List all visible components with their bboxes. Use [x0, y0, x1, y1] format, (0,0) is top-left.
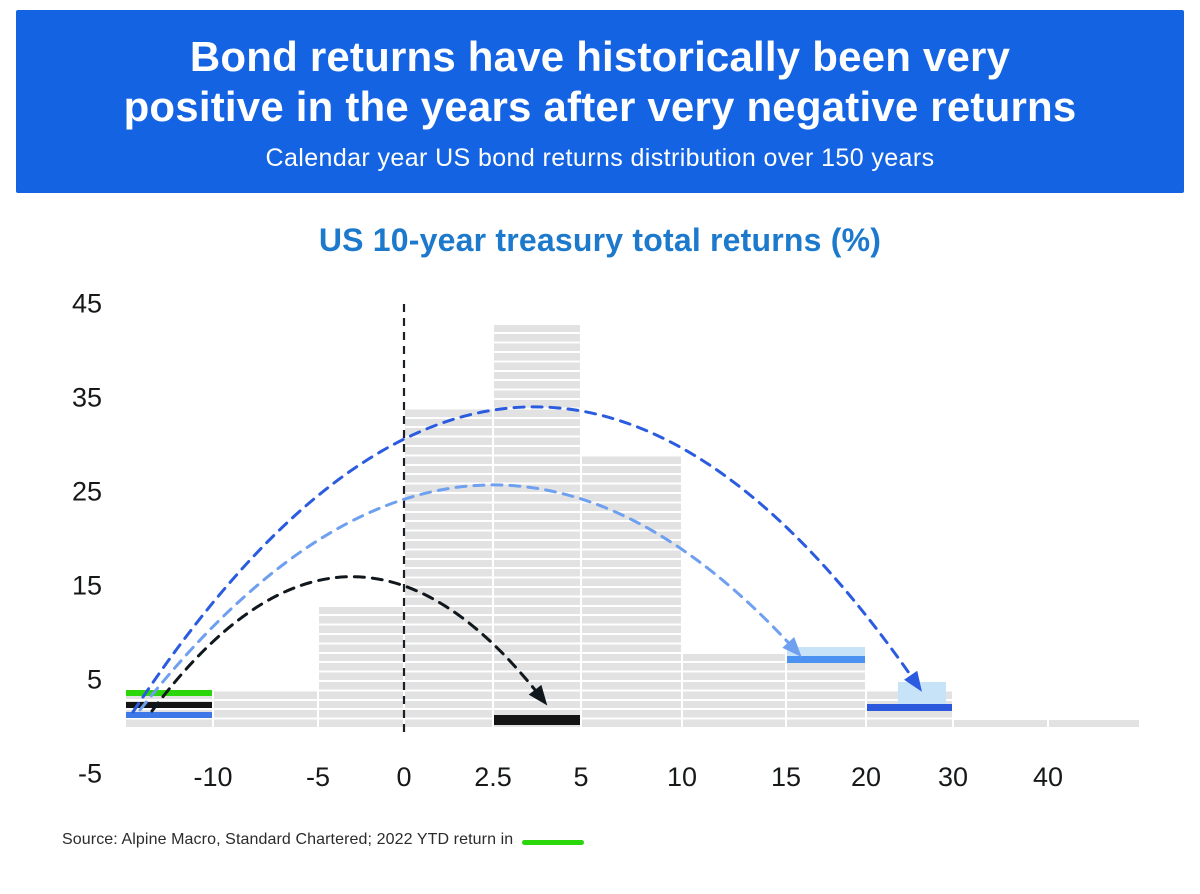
x-tick-label: 2.5 — [474, 762, 512, 792]
x-tick-label: -5 — [305, 762, 331, 792]
histogram-bar — [319, 606, 403, 727]
histogram-bar — [683, 653, 785, 727]
y-tick-label: 5 — [86, 664, 102, 695]
main-title-line2: positive in the years after very negativ… — [123, 83, 1077, 131]
bar-highlight — [867, 703, 952, 712]
bar-highlight — [787, 647, 865, 656]
main-title: Bond returns have historically been very… — [30, 32, 1170, 133]
histogram-bar — [582, 456, 681, 727]
y-tick-label: 45 — [71, 288, 102, 319]
bar-highlight — [787, 655, 865, 664]
x-tick-label: -10 — [193, 762, 233, 792]
header-subtitle: Calendar year US bond returns distributi… — [265, 143, 935, 172]
y-tick-label: 35 — [71, 382, 102, 413]
histogram-bar — [1049, 719, 1139, 727]
bar-highlight — [494, 714, 580, 725]
source-text: Source: Alpine Macro, Standard Chartered… — [62, 831, 514, 848]
bar-highlight — [126, 702, 212, 708]
histogram-bar — [787, 663, 865, 727]
bar-highlight — [898, 681, 946, 704]
x-tick-label: 15 — [770, 762, 802, 792]
chart-title: US 10-year treasury total returns (%) — [318, 222, 882, 258]
green-legend-swatch — [522, 839, 585, 845]
histogram-bar — [494, 324, 580, 727]
y-tick-label: 15 — [71, 570, 102, 601]
header-banner: Bond returns have historically been very… — [16, 10, 1184, 193]
x-tick-label: 10 — [666, 762, 698, 792]
x-tick-label: 5 — [573, 762, 589, 792]
x-tick-label: 0 — [396, 762, 412, 792]
histogram-bar — [126, 691, 212, 727]
bar-highlight — [126, 712, 212, 719]
histogram-bar — [214, 691, 317, 727]
y-tick-label: 25 — [71, 476, 102, 507]
plot-area: -10 -5 0 2.5 5 10 15 20 30 40 45 35 25 15 5 -5 — [0, 280, 1200, 840]
x-tick-label: 30 — [937, 762, 969, 792]
source-line: Source: Alpine Macro, Standard Chartered… — [62, 831, 585, 849]
main-title-line1: Bond returns have historically been very — [189, 33, 1011, 80]
y-tick-label: -5 — [77, 758, 102, 789]
histogram-bar — [954, 719, 1047, 727]
x-tick-label: 40 — [1032, 762, 1064, 792]
histogram-bar — [405, 409, 492, 727]
bar-highlight — [126, 689, 212, 696]
x-tick-label: 20 — [850, 762, 882, 792]
